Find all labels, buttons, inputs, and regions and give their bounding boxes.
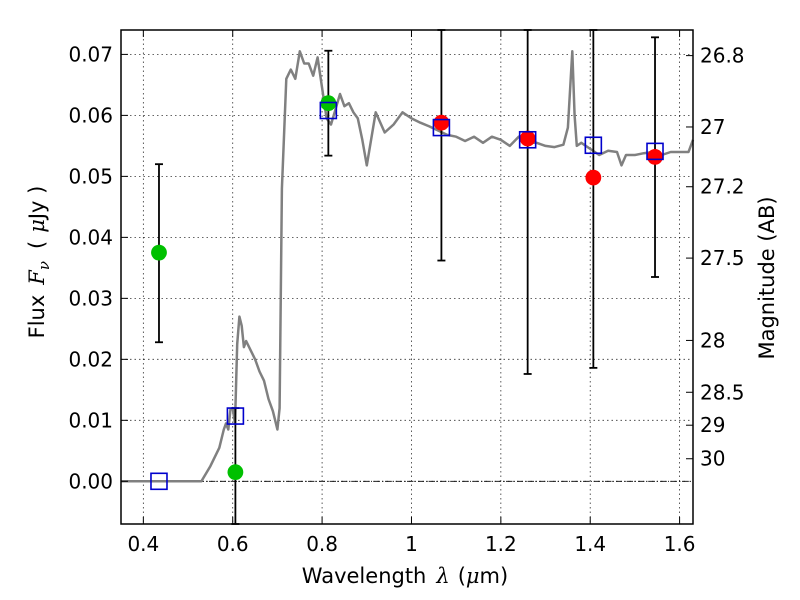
y-tick-label-6: 0.06 bbox=[68, 103, 113, 127]
y2-tick-label-4: 28 bbox=[700, 328, 725, 352]
series-0-point-0 bbox=[151, 244, 167, 261]
x-tick-label-6: 1.6 bbox=[664, 532, 696, 556]
y2-tick-label-0: 26.8 bbox=[700, 44, 745, 68]
model-photometry-square-3 bbox=[432, 118, 451, 137]
x-tick-label-4: 1.2 bbox=[485, 532, 517, 556]
y2-tick-label-7: 30 bbox=[700, 447, 725, 471]
y2-tick-label-2: 27.2 bbox=[700, 175, 745, 199]
y2-tick-label-5: 28.5 bbox=[700, 380, 745, 404]
model-photometry-square-6 bbox=[646, 142, 664, 161]
y2-tick-label-1: 27 bbox=[700, 115, 725, 139]
series-1-point-2 bbox=[585, 169, 602, 186]
y-tick-label-0: 0.00 bbox=[68, 469, 113, 493]
series-1-point-0 bbox=[433, 114, 450, 131]
model-photometry-square-0 bbox=[150, 472, 168, 491]
series-1-point-1 bbox=[519, 130, 536, 147]
y-tick-label-5: 0.05 bbox=[68, 164, 113, 188]
x-axis-label: Wavelength λ (μm) bbox=[302, 564, 508, 588]
y-axis-label: FluxFν(μJy ) bbox=[25, 186, 53, 339]
y-tick-label-7: 0.07 bbox=[68, 42, 113, 66]
y-tick-label-2: 0.02 bbox=[68, 347, 113, 371]
photometry-points bbox=[150, 95, 664, 491]
y2-tick-label-6: 29 bbox=[700, 413, 725, 437]
axis-ticks: 0.4 0.6 0.8 1 1.2 1.4 1.6 0.00 0.01 0.02 0.03 0.04 0… bbox=[68, 30, 745, 556]
right-axis-label: Magnitude (AB) bbox=[755, 196, 779, 359]
grid bbox=[121, 30, 693, 524]
model-spectrum bbox=[121, 50, 695, 483]
model-photometry-square-4 bbox=[518, 130, 537, 149]
y-tick-label-4: 0.04 bbox=[68, 225, 113, 249]
series-1-point-3 bbox=[647, 148, 663, 165]
y2-tick-label-3: 27.5 bbox=[700, 246, 745, 270]
plot-frame bbox=[120, 29, 694, 525]
x-tick-label-1: 0.6 bbox=[217, 532, 249, 556]
x-tick-label-2: 0.8 bbox=[306, 532, 338, 556]
x-tick-label-5: 1.4 bbox=[574, 532, 606, 556]
model-photometry-square-1 bbox=[226, 407, 245, 425]
model-photometry-square-2 bbox=[319, 101, 338, 120]
x-tick-label-3: 1 bbox=[405, 532, 418, 556]
y-tick-label-3: 0.03 bbox=[68, 286, 113, 310]
series-0-point-1 bbox=[227, 464, 244, 481]
x-tick-label-0: 0.4 bbox=[127, 532, 159, 556]
model-spectrum-line bbox=[121, 50, 695, 483]
model-photometry-square-5 bbox=[584, 136, 603, 155]
y-tick-label-1: 0.01 bbox=[68, 408, 113, 432]
